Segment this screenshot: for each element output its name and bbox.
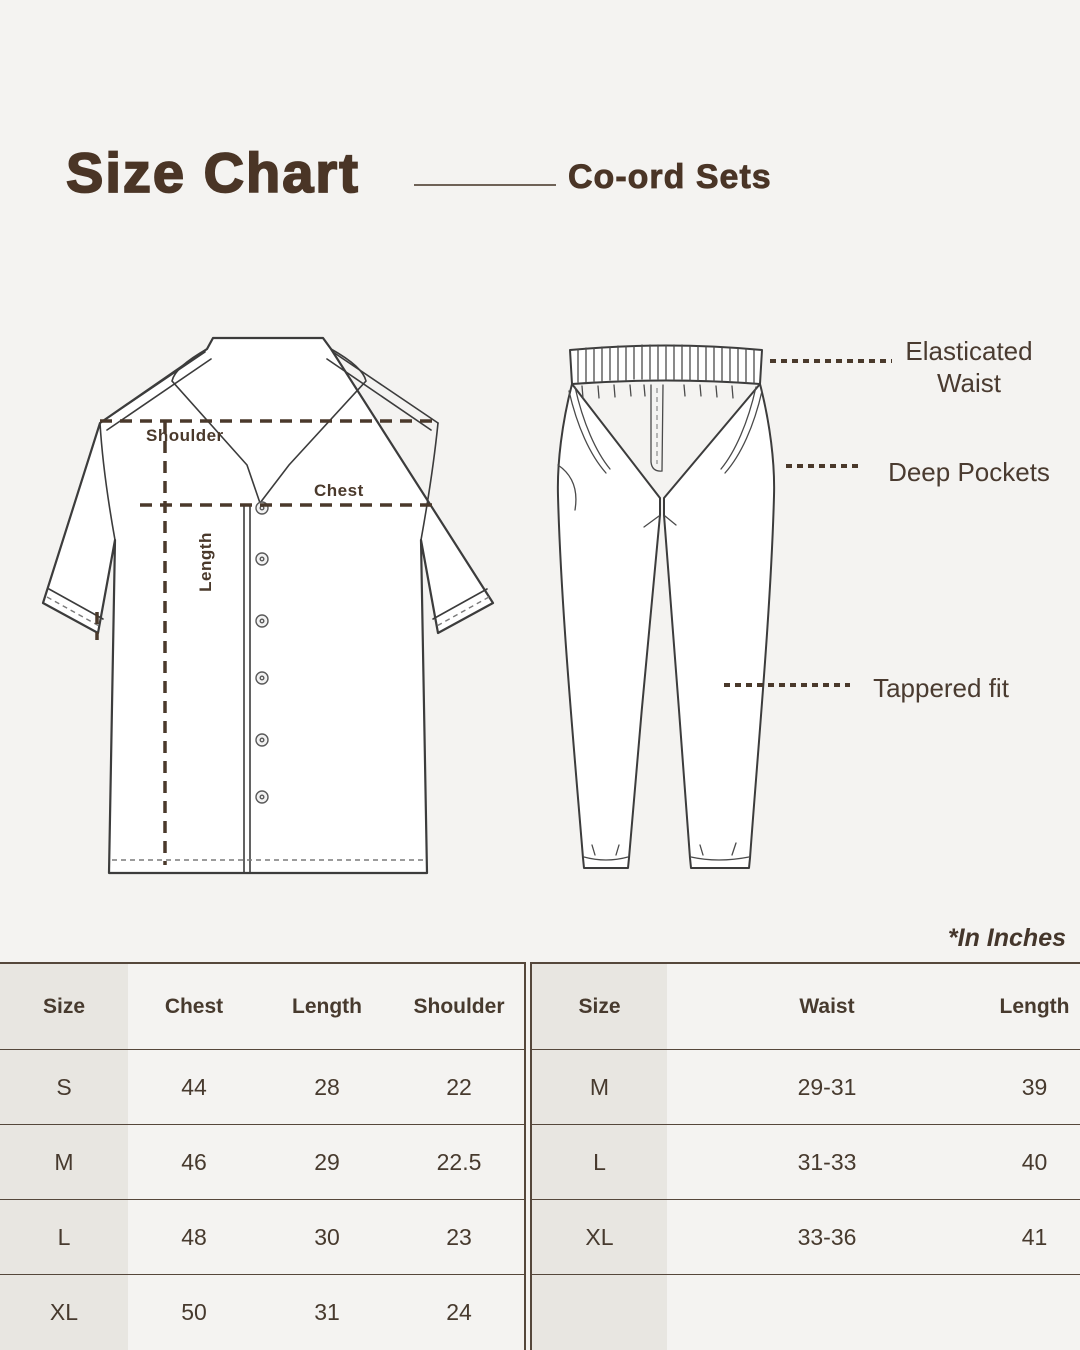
shirt-row-l-shoulder: 23 <box>394 1200 524 1275</box>
pants-row-xl-length: 41 <box>987 1200 1080 1275</box>
shirt-table-header-size: Size <box>0 964 128 1050</box>
pants-row-l-waist: 31-33 <box>667 1125 987 1200</box>
shirt-row-l-chest: 48 <box>128 1200 260 1275</box>
elasticated-waist-leader-line <box>770 359 892 363</box>
pants-row-xl-waist: 33-36 <box>667 1200 987 1275</box>
shirt-shoulder-label: Shoulder <box>146 426 224 445</box>
pants-empty-row-size-cell <box>532 1275 667 1350</box>
shirt-row-s-length: 28 <box>260 1050 394 1125</box>
elasticated-waist-callout: Elasticated Waist <box>905 336 1033 398</box>
pants-empty-row-cell <box>667 1275 987 1350</box>
pants-row-l-size: L <box>532 1125 667 1200</box>
page-title: Size Chart <box>65 140 360 205</box>
shirt-row-m-shoulder: 22.5 <box>394 1125 524 1200</box>
pants-size-table: Size Waist Length M 29-31 39 L 31-33 40 … <box>530 962 1080 1350</box>
pants-illustration <box>556 344 776 869</box>
shirt-row-xl-size: XL <box>0 1275 128 1350</box>
shirt-size-table: Size Chest Length Shoulder S 44 28 22 M … <box>0 962 526 1350</box>
shirt-length-label: Length <box>196 532 215 592</box>
shirt-table-header-chest: Chest <box>128 964 260 1050</box>
pants-row-xl-size: XL <box>532 1200 667 1275</box>
shirt-row-l-length: 30 <box>260 1200 394 1275</box>
tapered-fit-leader-line <box>724 683 850 687</box>
shirt-row-xl-chest: 50 <box>181 1299 207 1325</box>
title-divider-line <box>414 184 556 186</box>
pants-empty-row-cell-2 <box>987 1275 1080 1350</box>
shirt-row-m-chest: 46 <box>128 1125 260 1200</box>
shirt-row-s-shoulder: 22 <box>394 1050 524 1125</box>
pants-row-m-size: M <box>532 1050 667 1125</box>
shirt-row-s-size: S <box>0 1050 128 1125</box>
pants-table-header-size: Size <box>532 964 667 1050</box>
shirt-table-header-length: Length <box>260 964 394 1050</box>
deep-pockets-callout: Deep Pockets <box>888 457 1050 487</box>
pants-row-m-length: 39 <box>987 1050 1080 1125</box>
pants-row-m-waist: 29-31 <box>667 1050 987 1125</box>
shirt-illustration <box>41 336 495 875</box>
units-note: *In Inches <box>947 924 1066 952</box>
page-subtitle: Co-ord Sets <box>568 158 772 197</box>
shirt-chest-label: Chest <box>314 481 364 500</box>
deep-pockets-leader-line <box>786 464 860 468</box>
pants-table-header-waist: Waist <box>667 964 987 1050</box>
shirt-row-s-chest: 44 <box>128 1050 260 1125</box>
pants-row-l-length: 40 <box>987 1125 1080 1200</box>
shirt-row-l-size: L <box>0 1200 128 1275</box>
shirt-row-xl-length: 31 <box>314 1299 340 1325</box>
shirt-row-m-length: 29 <box>260 1125 394 1200</box>
tapered-fit-callout: Tappered fit <box>873 673 1009 703</box>
shirt-table-header-shoulder: Shoulder <box>394 964 524 1050</box>
shirt-row-xl-shoulder: 24 <box>446 1299 472 1325</box>
shirt-row-m-size: M <box>0 1125 128 1200</box>
pants-table-header-length: Length <box>987 964 1080 1050</box>
